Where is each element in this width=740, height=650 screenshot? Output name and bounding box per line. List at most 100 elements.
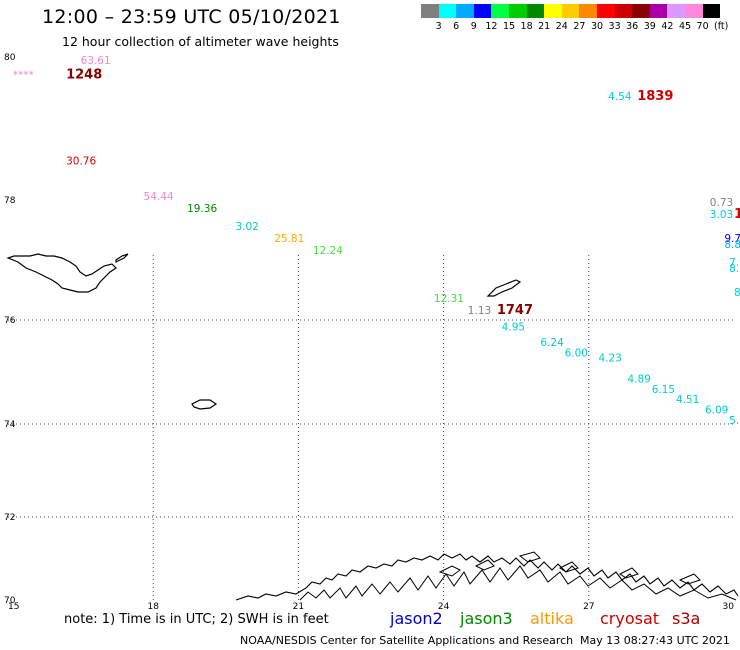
wave-height-value: 12.24 [313,245,343,257]
mission-label: jason2 [390,609,443,628]
color-legend-swatch [614,4,633,18]
color-legend-swatch [421,4,439,18]
color-legend-label: 42 [661,21,674,32]
color-legend-label: 36 [626,21,639,32]
wave-height-value: 4.51 [676,394,699,406]
color-legend-swatch [579,4,597,18]
color-legend-swatch [596,4,615,18]
generated-timestamp: May 13 08:27:43 UTC 2021 [580,634,730,647]
wave-height-value: 1839 [637,89,673,104]
color-legend-label: 70 [696,21,709,32]
color-legend-swatch [508,4,527,18]
mission-label: s3a [672,609,701,628]
wave-height-value: 12.31 [434,293,464,305]
color-legend-swatch [473,4,492,18]
wave-height-value: 63.61 [81,55,111,67]
coastline-svalbard-tip [115,253,129,263]
color-legend-label: 3 [435,21,442,32]
latitude-tick-label: 80 [4,53,16,63]
color-legend-label: 9 [470,21,477,32]
coastlines [6,253,739,601]
wave-height-value: 8.81 [724,239,740,251]
map-title: 12:00 – 23:59 UTC 05/10/2021 [42,6,341,28]
longitude-tick-label: 15 [8,602,19,612]
longitude-tick-label: 30 [723,602,735,612]
latitude-tick-label: 74 [4,420,16,430]
color-legend-labels: 3 6 9 12 15 18 21 24 27 30 33 36 39 42 45 70 [421,21,727,33]
color-legend-label: 30 [590,21,604,32]
wave-height-value: 6.24 [540,337,564,349]
wave-height-value: **** [13,69,34,81]
color-legend-label: 27 [573,21,586,32]
longitude-tick-label: 24 [438,602,450,612]
color-legend-label: 18 [520,21,533,32]
coastline-islands-cluster [438,551,701,585]
coastline-norway-fjords [299,565,737,601]
wave-height-value: 0.73 [710,197,733,209]
latitude-tick-label: 78 [4,196,16,206]
wave-height-value: 5.1 [729,415,740,427]
color-legend-swatch [667,4,685,18]
color-legend-unit: (ft) [714,21,729,32]
wave-height-value: 4.23 [598,353,621,365]
mission-label: jason3 [460,609,513,628]
wave-height-value: 19.36 [187,203,217,215]
color-legend-swatch [544,4,562,18]
color-legend [421,4,721,18]
color-legend-label: 12 [485,21,498,32]
longitude-tick-label: 21 [293,602,304,612]
color-legend-label: 21 [538,21,551,32]
wave-height-value: 4.54 [608,91,632,103]
wave-height-value: 25.81 [274,233,304,245]
coastline-norway [235,553,739,601]
mission-label: cryosat [600,609,660,628]
color-legend-swatch [702,4,721,18]
color-legend-label: 15 [502,21,516,32]
map-grid [8,255,734,600]
wave-height-value: 7.92 [729,257,740,269]
wave-height-value: 54.44 [144,191,174,203]
wave-height-value: 18 [734,207,740,222]
color-legend-swatch [526,4,545,18]
latitude-tick-label: 76 [4,316,16,326]
latitude-tick-label: 72 [4,513,15,523]
wave-height-value: 4.89 [628,373,651,385]
color-legend-label: 6 [453,21,460,32]
wave-height-value: 8.10 [729,263,740,275]
color-legend-swatch [649,4,668,18]
wave-height-value: 1248 [66,67,102,82]
latitude-labels: 80 78 76 74 72 70 [4,53,16,606]
color-legend-label: 39 [643,21,656,32]
wave-height-value: 9.78 [724,233,740,245]
wave-height-value: 4.95 [502,321,525,333]
wave-height-value: 3.03 [710,209,733,221]
credit-line: NOAA/NESDIS Center for Satellite Applica… [240,634,574,647]
color-legend-swatch [456,4,474,18]
color-legend-swatch [632,4,650,18]
color-legend-swatch [438,4,457,18]
wave-height-value: 1747 [497,303,533,318]
wave-height-value: 6.09 [705,405,728,417]
wave-height-value: 6.15 [652,384,675,396]
coastline-bear-island [191,399,218,410]
color-legend-swatch [491,4,509,18]
map-subtitle: 12 hour collection of altimeter wave hei… [62,34,339,49]
wave-height-value: 8 [734,287,740,299]
color-legend-label: 45 [678,21,692,32]
latitude-tick-label: 70 [4,596,16,606]
color-legend-label: 33 [608,21,621,32]
coastline-small-island [486,279,522,297]
longitude-labels: 15 18 21 24 27 30 [8,602,734,612]
wave-height-value: 30.76 [66,155,96,167]
color-legend-swatch [561,4,580,18]
longitude-tick-label: 27 [583,602,594,612]
wave-height-value: 1.13 [468,305,491,317]
color-legend-label: 24 [555,21,568,32]
wave-height-value: 3.02 [235,221,258,233]
coastline-svalbard [6,253,117,293]
mission-label: altika [530,609,574,628]
footnote: note: 1) Time is in UTC; 2) SWH is in fe… [64,612,329,627]
color-legend-swatch [684,4,703,18]
